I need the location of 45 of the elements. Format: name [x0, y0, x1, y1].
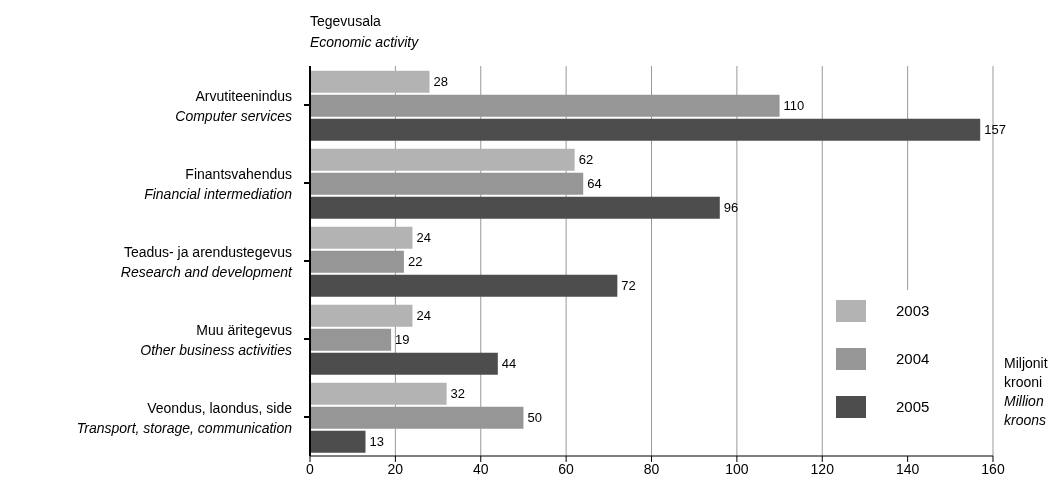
- data-label: 50: [527, 410, 542, 426]
- data-label: 28: [433, 74, 448, 90]
- bar: [310, 430, 366, 453]
- x-tick-label: 20: [387, 460, 404, 477]
- y-tick-label: Arvutiteenindus Computer services: [175, 88, 292, 124]
- x-tick-label: 100: [725, 460, 749, 477]
- data-label: 13: [369, 434, 384, 450]
- data-label: 110: [783, 98, 805, 114]
- legend-label: 2004: [896, 350, 930, 367]
- bar: [310, 118, 981, 141]
- data-label: 62: [578, 152, 594, 168]
- y-tick-label: Finantsvahendus Financial intermediation: [144, 166, 293, 202]
- data-label: 96: [723, 200, 739, 216]
- x-tick-label: 40: [472, 460, 489, 477]
- legend-label: 2005: [896, 398, 930, 415]
- y-tick-label: Muu äritegevus Other business activities: [140, 322, 292, 358]
- legend-label: 2003: [896, 302, 930, 319]
- data-label: 44: [501, 356, 517, 372]
- x-tick-label: 160: [981, 460, 1005, 477]
- data-label: 157: [984, 122, 1006, 138]
- data-label: 72: [621, 278, 636, 294]
- bar: [310, 352, 498, 375]
- bar: [310, 148, 575, 171]
- bar: [310, 328, 392, 351]
- data-label: 24: [416, 308, 431, 324]
- data-label: 32: [450, 386, 466, 402]
- x-tick-label: 60: [558, 460, 575, 477]
- bar: [310, 304, 413, 327]
- chart-title: Tegevusala Economic activity: [310, 13, 420, 50]
- x-tick-label: 0: [306, 460, 315, 477]
- y-tick-label: Veondus, laondus, side Transport, storage, communication: [76, 400, 293, 436]
- data-label: 22: [407, 254, 423, 270]
- x-tick-label: 120: [810, 460, 835, 477]
- data-label: 24: [416, 230, 431, 246]
- bar: [310, 274, 618, 297]
- bar: [310, 70, 430, 93]
- x-tick-label: 80: [643, 460, 660, 477]
- x-axis-title: Miljonit krooni Million kroons: [1004, 355, 1048, 428]
- data-label: 64: [587, 176, 602, 192]
- bar: [310, 382, 447, 405]
- data-label: 19: [395, 332, 410, 348]
- bar: [310, 196, 720, 219]
- bar: [310, 226, 413, 249]
- y-tick-label: Teadus- ja arendustegevus Research and development: [120, 244, 294, 280]
- x-tick-label: 140: [895, 460, 920, 477]
